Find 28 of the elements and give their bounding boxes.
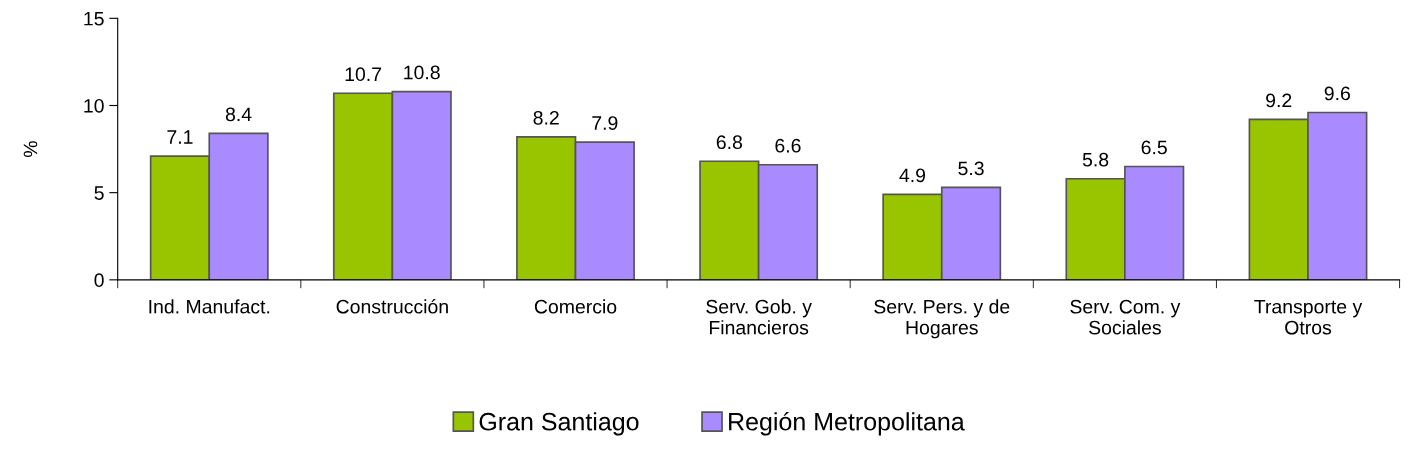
data-label: 5.3 (958, 161, 984, 176)
y-tick-label: 0 (94, 273, 104, 288)
legend-label: Región Metropolitana (729, 411, 965, 436)
data-label: 8.4 (225, 107, 252, 122)
x-tick-label: Comercio (534, 299, 617, 314)
data-label: 6.6 (775, 138, 801, 153)
data-label: 7.1 (167, 130, 193, 144)
data-label: 10.8 (404, 65, 440, 80)
data-label: 4.9 (899, 168, 926, 183)
x-tick-label: Transporte y Otros (1254, 300, 1363, 335)
x-tick-label: Serv. Pers. y de Hogares (874, 299, 1010, 339)
data-label: 6.5 (1141, 140, 1167, 155)
y-tick-label: 10 (84, 98, 104, 113)
data-label: 7.9 (592, 116, 618, 130)
data-label: 9.2 (1266, 93, 1292, 108)
x-tick-label: Serv. Com. y Sociales (1070, 299, 1181, 335)
data-label: 10.7 (345, 67, 382, 82)
data-label: 9.6 (1324, 86, 1350, 101)
x-tick-label: Serv. Gob. y Financieros (706, 299, 812, 335)
legend-label: Gran Santiago (479, 412, 639, 436)
y-axis-title: % (23, 141, 38, 158)
data-label: 8.2 (533, 110, 559, 125)
data-label: 5.8 (1082, 152, 1109, 167)
x-tick-label: Ind. Manufact. (149, 299, 270, 314)
x-tick-label: Construcción (336, 299, 448, 314)
data-label: 6.8 (716, 135, 742, 150)
y-tick-label: 15 (84, 11, 104, 26)
y-tick-label: 5 (94, 186, 104, 200)
